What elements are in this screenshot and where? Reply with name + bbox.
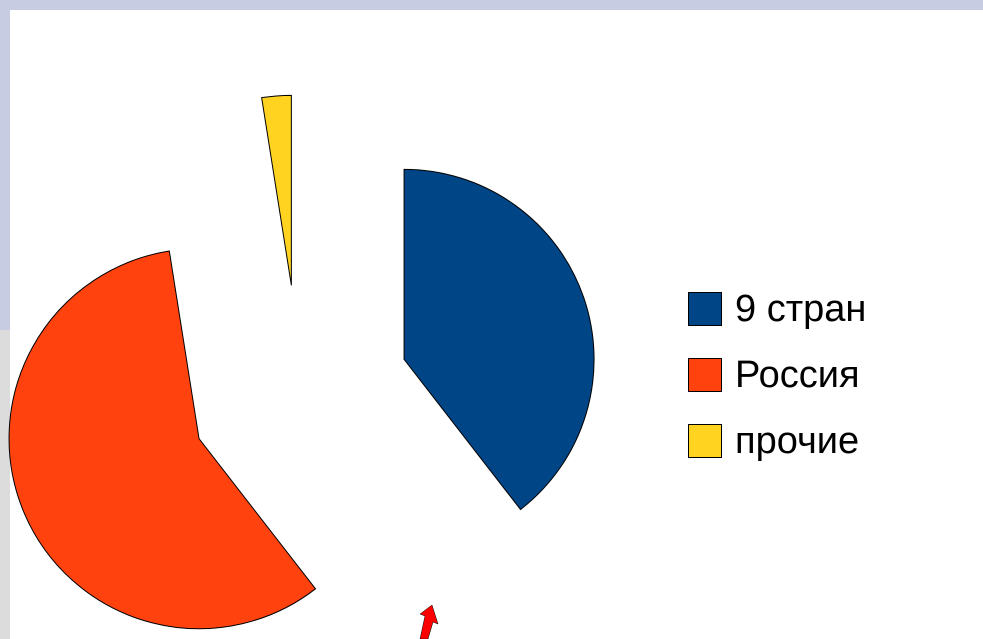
- legend-label: Россия: [735, 354, 860, 396]
- red-arrow-annotation: [419, 604, 439, 639]
- legend-swatch-other: [688, 424, 722, 458]
- legend: 9 стран Россия прочие: [688, 276, 866, 474]
- legend-item: 9 стран: [688, 276, 866, 342]
- legend-item: Россия: [688, 342, 866, 408]
- pie-slices: [8, 94, 595, 630]
- legend-item: прочие: [688, 408, 866, 474]
- legend-label: прочие: [735, 420, 860, 462]
- pie-slice-russia: [8, 250, 317, 630]
- legend-swatch-russia: [688, 358, 722, 392]
- legend-swatch-9-countries: [688, 292, 722, 326]
- pie-slice-9-countries: [403, 168, 595, 511]
- legend-label: 9 стран: [735, 288, 867, 330]
- pie-slice-other: [261, 94, 292, 286]
